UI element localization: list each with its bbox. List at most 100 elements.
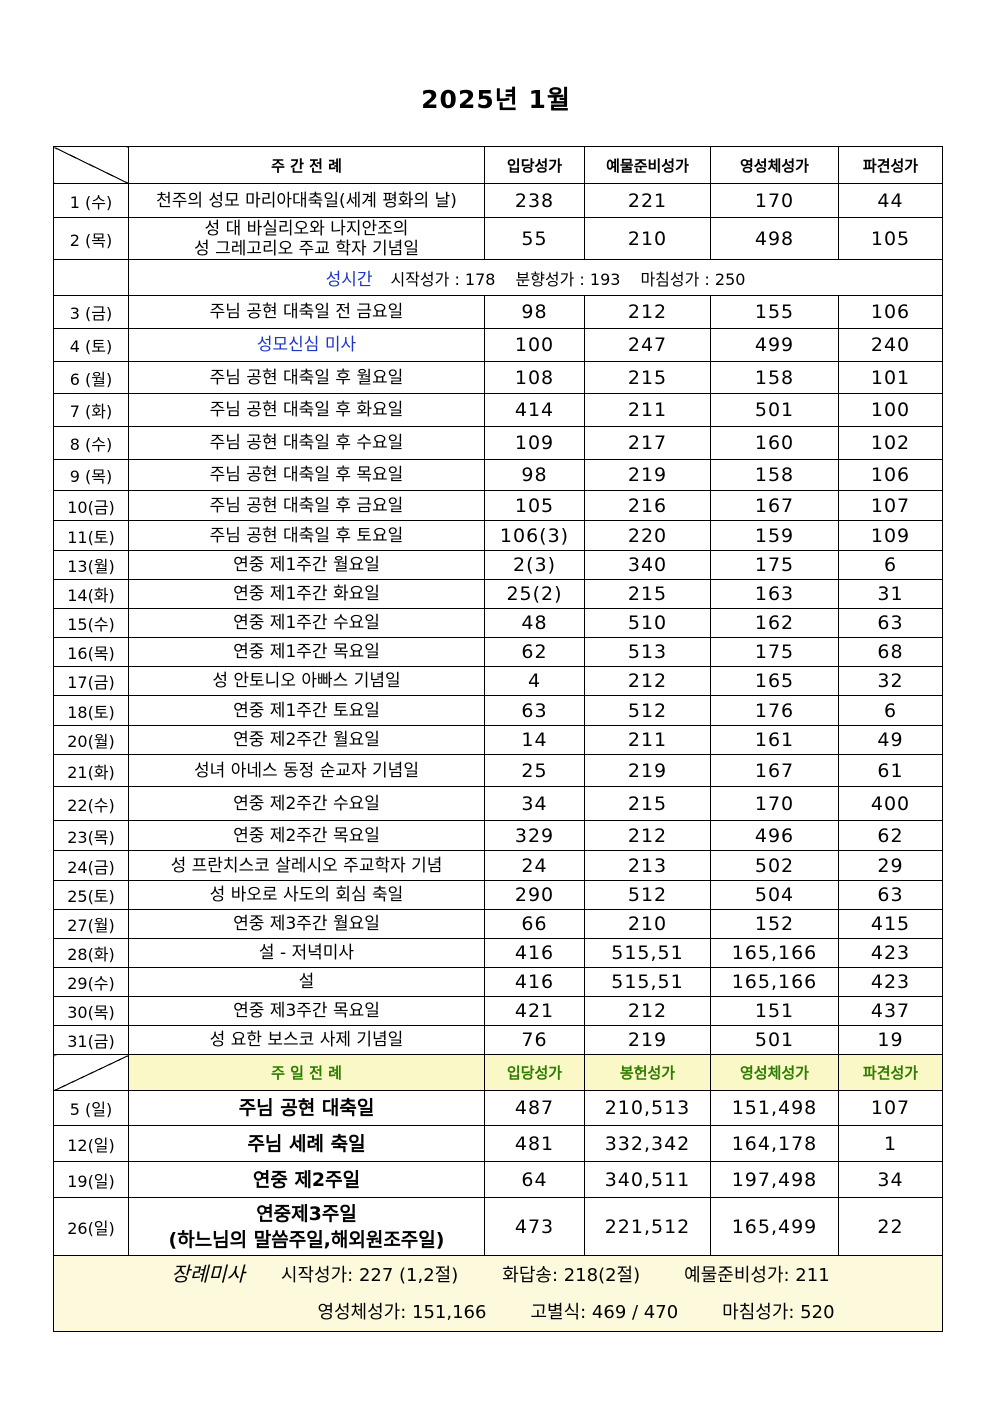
weekday-header-row: 주 간 전 례 입당성가 예물준비성가 영성체성가 파견성가: [53, 146, 943, 184]
holy-hour-end: 마침성가 : 250: [640, 270, 746, 289]
date-cell: 17(금): [53, 666, 129, 696]
offertory-hymn: 221: [584, 183, 711, 218]
sunday-liturgy-name-line2: (하느님의 말씀주일,해외원조주일): [168, 1228, 445, 1251]
table-row: 3 (금) 주님 공현 대축일 전 금요일 98 212 155 106: [53, 295, 943, 329]
table-row: 26(일) 연중제3주일 (하느님의 말씀주일,해외원조주일) 473 221,5…: [53, 1197, 943, 1256]
liturgy-name: 주님 공현 대축일 전 금요일: [128, 295, 485, 329]
entrance-hymn: 24: [484, 850, 585, 881]
liturgy-name: 연중 제1주간 화요일: [128, 579, 485, 609]
communion-hymn: 151: [710, 996, 839, 1026]
offertory-hymn: 215: [584, 786, 711, 821]
liturgy-name: 성 대 바실리오와 나지안조의 성 그레고리오 주교 학자 기념일: [128, 217, 485, 260]
date-cell: 23(목): [53, 820, 129, 851]
date-cell: 9 (목): [53, 459, 129, 491]
recessional-hymn: 68: [838, 637, 943, 667]
communion-hymn: 155: [710, 295, 839, 329]
offertory-hymn: 515,51: [584, 967, 711, 997]
offertory-hymn: 212: [584, 295, 711, 329]
liturgy-name-line2: 성 그레고리오 주교 학자 기념일: [194, 238, 419, 259]
liturgy-name: 성 안토니오 아빠스 기념일: [128, 666, 485, 696]
entrance-hymn: 416: [484, 938, 585, 968]
header-communion: 영성체성가: [710, 1054, 839, 1091]
liturgy-name: 연중 제3주간 목요일: [128, 996, 485, 1026]
date-cell: 19(일): [53, 1161, 129, 1198]
communion-hymn: 170: [710, 183, 839, 218]
communion-hymn: 176: [710, 695, 839, 726]
entrance-hymn: 34: [484, 786, 585, 821]
liturgy-name: 주님 공현 대축일 후 수요일: [128, 426, 485, 460]
empty-date-cell: [53, 259, 129, 296]
entrance-hymn: 14: [484, 725, 585, 755]
entrance-hymn: 98: [484, 459, 585, 491]
date-cell: 21(화): [53, 754, 129, 787]
table-row: 18(토) 연중 제1주간 토요일 63 512 176 6: [53, 695, 943, 726]
recessional-hymn: 29: [838, 850, 943, 881]
table-row: 11(토) 주님 공현 대축일 후 토요일 106(3) 220 159 109: [53, 520, 943, 551]
hymn-schedule-table: 주 간 전 례 입당성가 예물준비성가 영성체성가 파견성가 1 (수) 천주의…: [53, 146, 943, 1332]
table-row: 10(금) 주님 공현 대축일 후 금요일 105 216 167 107: [53, 490, 943, 521]
recessional-hymn: 6: [838, 695, 943, 726]
recessional-hymn: 423: [838, 938, 943, 968]
communion-hymn: 160: [710, 426, 839, 460]
date-cell: 4 (토): [53, 328, 129, 362]
funeral-response: 화답송: 218(2절): [502, 1265, 641, 1286]
liturgy-name: 연중 제2주간 수요일: [128, 786, 485, 821]
entrance-hymn: 109: [484, 426, 585, 460]
offertory-hymn: 215: [584, 361, 711, 394]
recessional-hymn: 106: [838, 295, 943, 329]
table-row: 21(화) 성녀 아네스 동정 순교자 기념일 25 219 167 61: [53, 754, 943, 787]
liturgy-name: 성모신심 미사: [128, 328, 485, 362]
table-row: 28(화) 설 - 저녁미사 416 515,51 165,166 423: [53, 938, 943, 968]
header-entrance: 입당성가: [484, 146, 585, 184]
communion-hymn: 165,166: [710, 967, 839, 997]
offertory-hymn: 219: [584, 754, 711, 787]
liturgy-name: 연중 제3주간 월요일: [128, 909, 485, 939]
funeral-end: 마침성가: 520: [722, 1302, 835, 1323]
entrance-hymn: 108: [484, 361, 585, 394]
offertory-hymn: 515,51: [584, 938, 711, 968]
liturgy-name: 성 바오로 사도의 회심 축일: [128, 880, 485, 910]
offertory-hymn: 210,513: [584, 1090, 711, 1126]
date-cell: 11(토): [53, 520, 129, 551]
header-offertory: 봉헌성가: [584, 1054, 711, 1091]
communion-hymn: 151,498: [710, 1090, 839, 1126]
recessional-hymn: 44: [838, 183, 943, 218]
communion-hymn: 170: [710, 786, 839, 821]
recessional-hymn: 6: [838, 550, 943, 580]
header-recessional: 파견성가: [838, 146, 943, 184]
offertory-hymn: 219: [584, 459, 711, 491]
table-row: 2 (목) 성 대 바실리오와 나지안조의 성 그레고리오 주교 학자 기념일 5…: [53, 217, 943, 260]
entrance-hymn: 55: [484, 217, 585, 260]
liturgy-name: 연중 제1주간 목요일: [128, 637, 485, 667]
offertory-hymn: 212: [584, 820, 711, 851]
recessional-hymn: 107: [838, 1090, 943, 1126]
table-row: 14(화) 연중 제1주간 화요일 25(2) 215 163 31: [53, 579, 943, 609]
communion-hymn: 152: [710, 909, 839, 939]
date-cell: 29(수): [53, 967, 129, 997]
table-row: 7 (화) 주님 공현 대축일 후 화요일 414 211 501 100: [53, 393, 943, 427]
table-row: 27(월) 연중 제3주간 월요일 66 210 152 415: [53, 909, 943, 939]
liturgy-name: 주님 공현 대축일 후 화요일: [128, 393, 485, 427]
recessional-hymn: 423: [838, 967, 943, 997]
table-row: 4 (토) 성모신심 미사 100 247 499 240: [53, 328, 943, 362]
table-row: 20(월) 연중 제2주간 월요일 14 211 161 49: [53, 725, 943, 755]
date-cell: 7 (화): [53, 393, 129, 427]
communion-hymn: 496: [710, 820, 839, 851]
entrance-hymn: 25: [484, 754, 585, 787]
date-cell: 12(일): [53, 1125, 129, 1162]
corner-cell: [53, 146, 129, 184]
table-row: 15(수) 연중 제1주간 수요일 48 510 162 63: [53, 608, 943, 638]
table-row: 16(목) 연중 제1주간 목요일 62 513 175 68: [53, 637, 943, 667]
liturgy-name: 주님 공현 대축일 후 금요일: [128, 490, 485, 521]
table-row: 19(일) 연중 제2주일 64 340,511 197,498 34: [53, 1161, 943, 1198]
liturgy-name: 성 요한 보스코 사제 기념일: [128, 1025, 485, 1055]
recessional-hymn: 62: [838, 820, 943, 851]
entrance-hymn: 2(3): [484, 550, 585, 580]
liturgy-name: 연중 제2주간 목요일: [128, 820, 485, 851]
liturgy-name: 설 - 저녁미사: [128, 938, 485, 968]
table-row: 24(금) 성 프란치스코 살레시오 주교학자 기념 24 213 502 29: [53, 850, 943, 881]
date-cell: 5 (일): [53, 1090, 129, 1126]
recessional-hymn: 32: [838, 666, 943, 696]
offertory-hymn: 512: [584, 695, 711, 726]
recessional-hymn: 1: [838, 1125, 943, 1162]
